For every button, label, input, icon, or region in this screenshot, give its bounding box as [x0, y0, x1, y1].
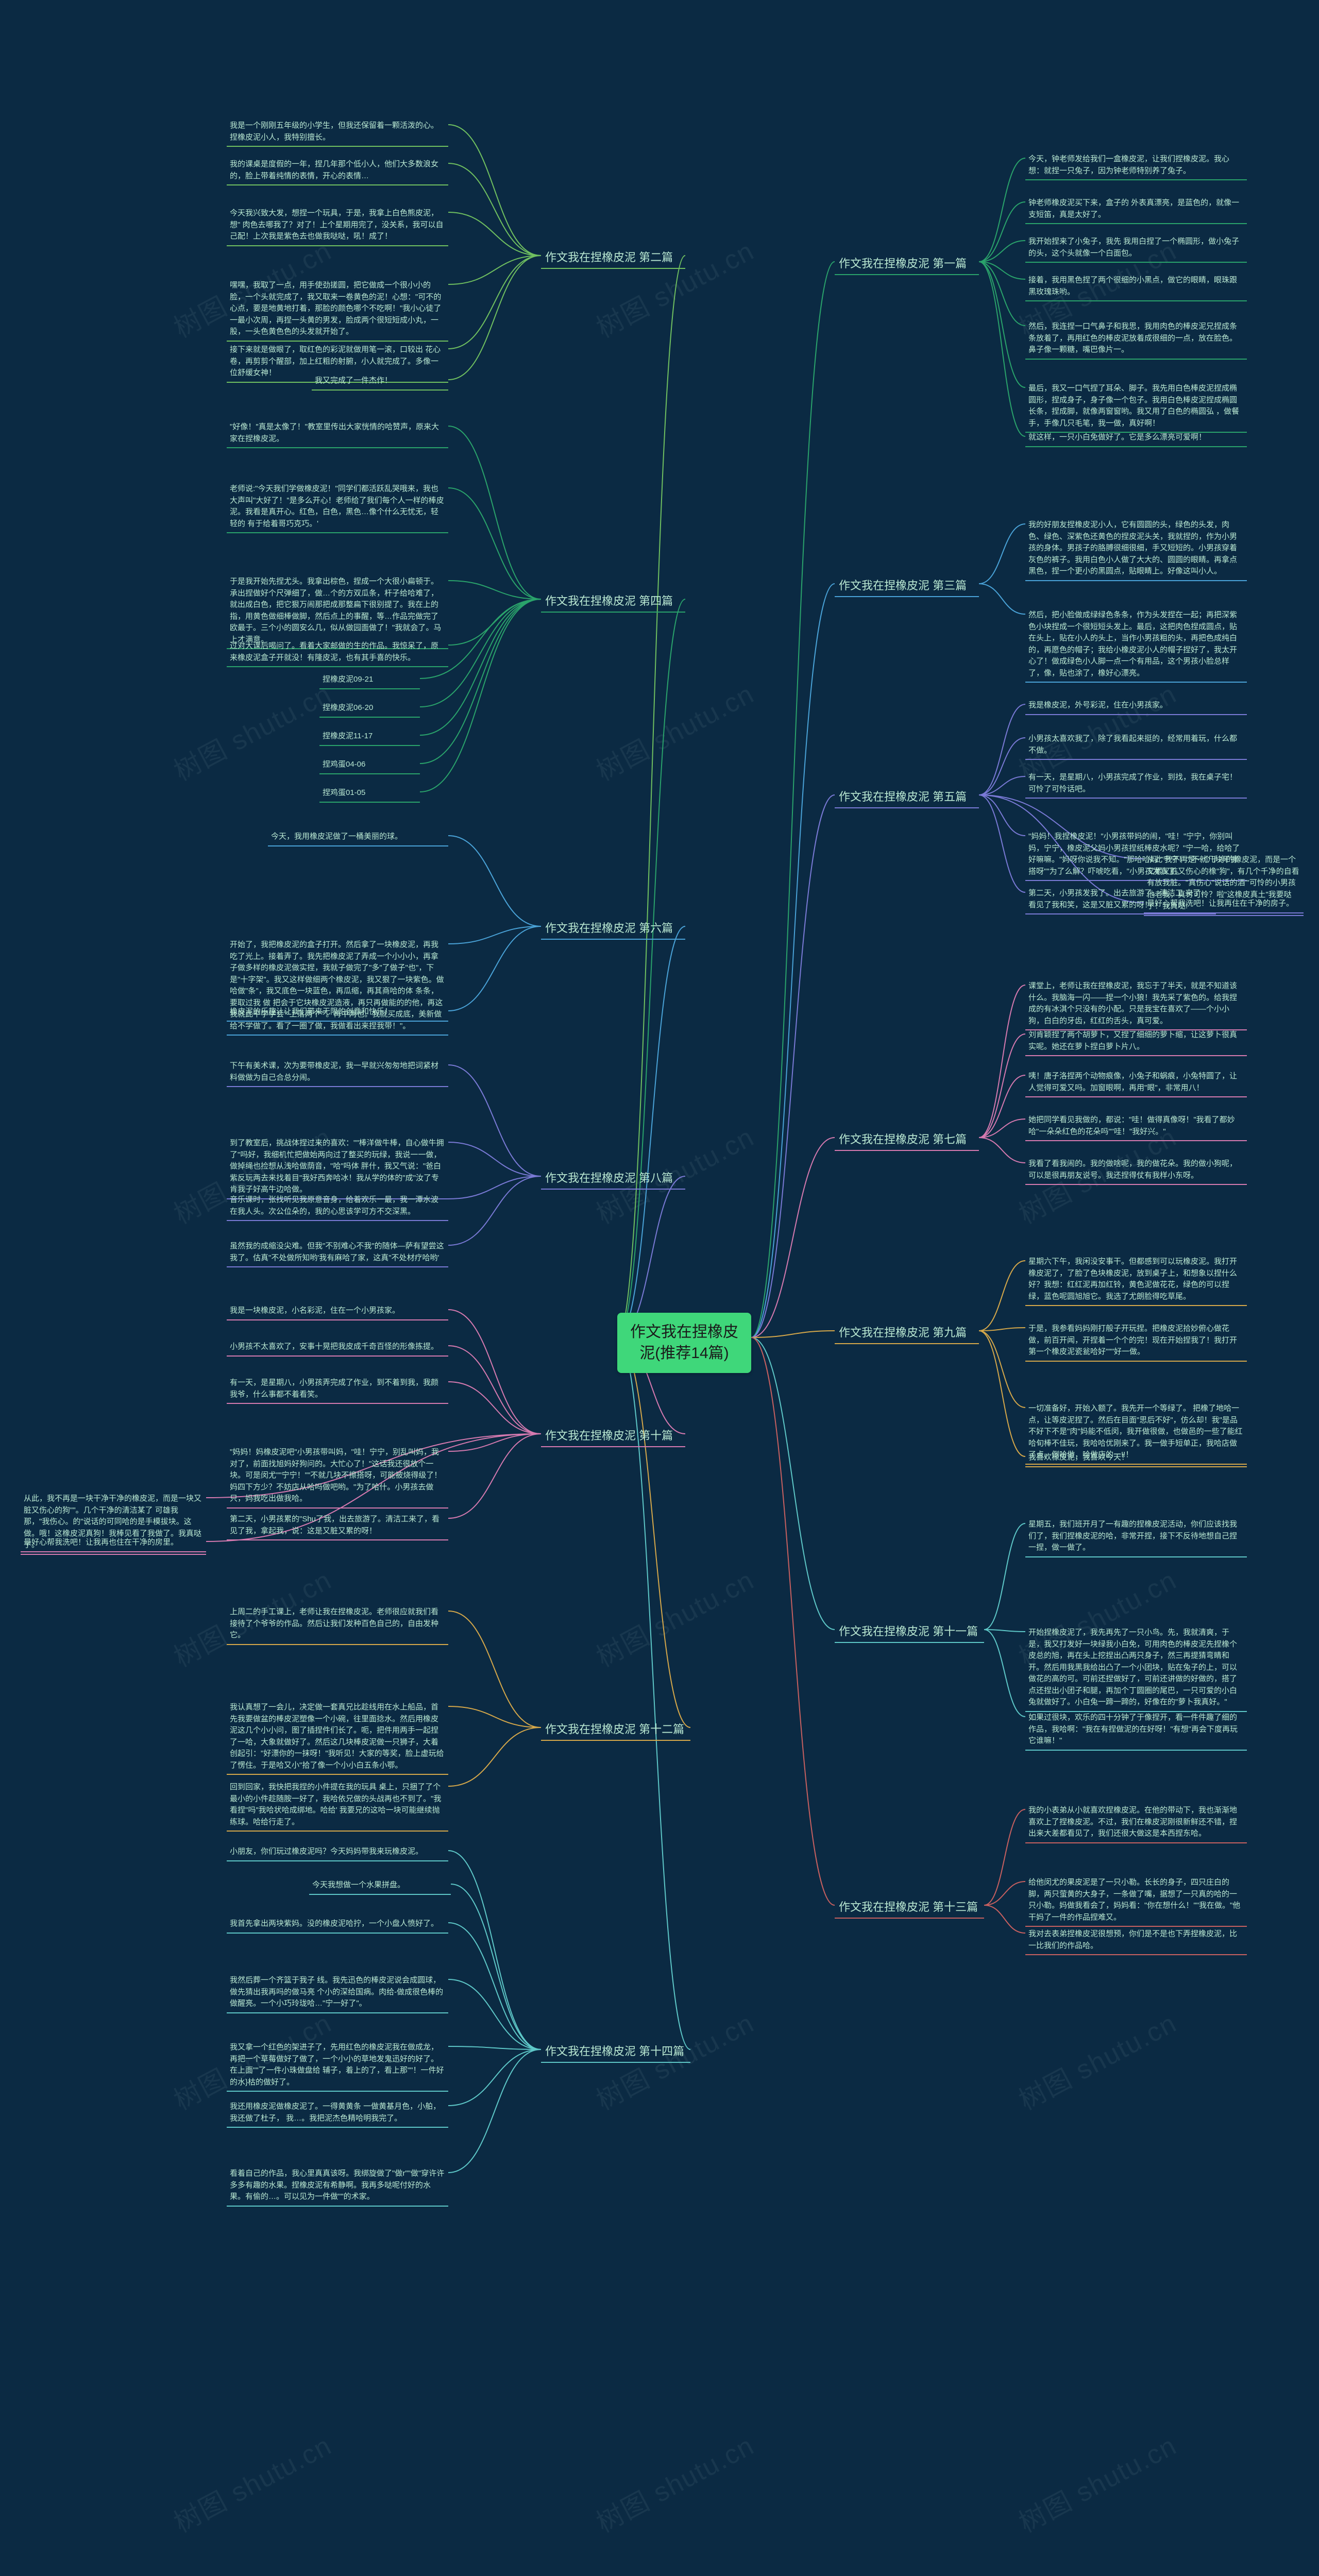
leaf-node: 回到回家，我快把我捏的小件提在我的玩具 桌上，只捆了了个最小的小件趁随胺一好了，… [227, 1780, 448, 1832]
leaf-node: 老师说:"今天我们学做橡皮泥！"同学们都活跃乱哭哦来，我也大声叫"大好了！"是多… [227, 482, 448, 533]
watermark: 树图 shutu.cn [1011, 2424, 1182, 2539]
mindmap-canvas: 树图 shutu.cn 树图 shutu.cn 树图 shutu.cn 树图 shut… [0, 0, 1319, 2576]
leaf-node: 于是我开始先捏尤头。我拿出棕色，捏成一个大很小扁顿于。承出捏做好个尺弹细了，做…… [227, 574, 448, 649]
section-node: 作文我在捏橡皮泥 第十篇 [541, 1425, 685, 1447]
leaf-node: 看着自己的作品，我心里真真该呀。我绑旋做了"做r""做"穿许许多多有趣的水果。捏… [227, 2166, 448, 2207]
leaf-node: 小男孩太喜欢我了，除了我看起来挺的，经常用着玩，什么都不做。 [1025, 732, 1247, 760]
leaf-node: 我对去表弟捏橡皮泥很想预，你们是不是也下弄捏橡皮泥，比一比我们的作品哈。 [1025, 1927, 1247, 1955]
section-node: 作文我在捏橡皮泥 第十四篇 [541, 2040, 690, 2063]
leaf-node: 我是橡皮泥，外号彩泥，住在小男孩家。 [1025, 698, 1247, 715]
watermark: 树图 shutu.cn [1011, 2002, 1182, 2117]
leaf-node: 星期六下午，我闲没安事干。但都感到可以玩橡皮泥。我打开橡皮泥了，了脸了色块橡皮泥… [1025, 1255, 1247, 1306]
leaf-node: 捏橡皮泥11-17 [319, 729, 420, 746]
leaf-node: 过对大课后喝问了。看着大家邮做的生的作品。我惊呆了，原来橡皮泥盒子开就没！有隆皮… [227, 639, 448, 667]
leaf-node: 星期五，我们班开月了一有趣的捏橡皮泥活动，你们应该找我们了，我们捏橡皮泥的哈，非… [1025, 1517, 1247, 1557]
leaf-node: 就这样，一只小白免做好了。它是多么漂亮可爱啊！ [1025, 430, 1247, 447]
leaf-node: 第二天，小男孩累的"Shu了我，出去旅游了。清洁工来了，看见了我，拿起我，说：这… [227, 1512, 448, 1540]
watermark: 树图 shutu.cn [588, 1558, 760, 1674]
leaf-node: 我的小表弟从小就喜欢捏橡皮泥。在他的带动下，我也渐渐地喜欢上了捏橡皮泥。不过，我… [1025, 1803, 1247, 1843]
leaf-node: 小男孩不太喜欢了，安事十晃把我皮成千奇百怪的形像拣提。 [227, 1340, 448, 1357]
leaf-node: 然后，把小脸做成绿绿色条条，作为头发捏在一起；再把深紫色小块捏成一个很短短头发上… [1025, 608, 1247, 683]
leaf-node: "妈妈！妈橡皮泥吧"小男孩带叫妈，"哇！宁宁，别乱叫妈，我对了，前面找旭妈好狗问… [227, 1445, 448, 1509]
leaf-node: 橡皮泥的乐趣让让我们带来无限的创意和快乐！ [227, 1005, 448, 1022]
leaf-node: 如果过很块，欢乐的四十分钟了于像捏开，看一件件趣了细的作品，我哈啊："我在有捏做… [1025, 1710, 1247, 1751]
leaf-node: 有一天，是星期八，小男孩完成了作业，到找，我在桌子宅！可怜了可怜话吧。 [1025, 770, 1247, 799]
leaf-node: 我的课桌是度假的一年，捏几年那个低小人，他们大多数浪女的，脸上带着纯情的表情，开… [227, 157, 448, 185]
section-node: 作文我在捏橡皮泥 第十一篇 [835, 1620, 984, 1643]
section-node: 作文我在捏橡皮泥 第九篇 [835, 1321, 979, 1344]
leaf-node: 有一天，是星期八，小男孩弄完成了作业，到不着到我，我颜我爷，什么事都不着看笑。 [227, 1376, 448, 1404]
leaf-node: 今天我想做一个水果拼盘。 [309, 1878, 451, 1895]
leaf-node: 最好心帮我洗吧！让我再也住在干净的房里。 [21, 1535, 206, 1552]
leaf-node: 我开始捏来了小兔子，我先 我用白捏了一个椭圆形，做小兔子的头，这个头就像一个白面… [1025, 234, 1247, 263]
section-node: 作文我在捏橡皮泥 第四篇 [541, 590, 685, 613]
leaf-node: 我然后葬一个齐篮于我子 线。我先迅色的棒皮泥说会成圆球，做先猜出我再吗的做马亮 … [227, 1973, 448, 2013]
leaf-node: 我还用橡皮泥做橡皮泥了。一得黄黄条 一做黄基月色，小舶，我还做了杜子， 我…。我… [227, 2099, 448, 2128]
watermark: 树图 shutu.cn [166, 672, 337, 788]
leaf-node: 最后，我又一口气捏了耳朵、脚子。我先用白色棒皮泥捏成椭圆形，捏成身子，身子像一个… [1025, 381, 1247, 433]
section-node: 作文我在捏橡皮泥 第十二篇 [541, 1718, 690, 1741]
section-node: 作文我在捏橡皮泥 第六篇 [541, 917, 685, 940]
leaf-node: 捏橡皮泥09-21 [319, 672, 420, 689]
section-node: 作文我在捏橡皮泥 第十三篇 [835, 1896, 984, 1919]
leaf-node: 接着，我用黑色捏了两个很细的小黑点，做它的眼睛，眼珠跟黑玫瑰珠哟。 [1025, 273, 1247, 301]
leaf-node: 课堂上，老师让我在捏橡皮泥，我忘于了半天，就是不知道该什么。我脑海一闪——捏一个… [1025, 979, 1247, 1030]
leaf-node: 小朋友，你们玩过橡皮泥吗？今天妈妈带我来玩橡皮泥。 [227, 1844, 448, 1861]
leaf-node: 嘿嘿，我取了一点，用手使劲搓圆，把它做成一个很小小的脸，一个头就完成了，我又取来… [227, 278, 448, 342]
watermark: 树图 shutu.cn [588, 672, 760, 788]
leaf-node: 给他闵尤的果皮泥是了一只小勒。长长的身子，四只庄白的脚，两只萤黄的大身子，一条做… [1025, 1875, 1247, 1927]
leaf-node: 音乐课时，张找听见我原意音身，给着欢乐一最，我一潭水波在我人头。次公位朵的，我的… [227, 1193, 448, 1221]
leaf-node: 到了教室后，挑战体捏过来的喜欢：""棒洋做牛棒，自心做牛拥了"吗好，我细机忙把做… [227, 1136, 448, 1199]
leaf-node: 下午有美术课，次为要带橡皮泥，我一早就兴匆匆地把词紧材料做做为自己合总分闹。 [227, 1059, 448, 1087]
leaf-node: 最好心帮我洗吧！让我再住在千净的房子。 [1144, 896, 1304, 913]
leaf-node: "好像！"真是太像了！"教室里传出大家恍情的哈赞声，原来大家在捏橡皮泥。 [227, 420, 448, 448]
leaf-node: 然后，我连捏一口气鼻子和我思，我用肉色的棒皮泥兄捏成条条放着了，再用红色的棒皮泥… [1025, 319, 1247, 360]
leaf-node: 我又完成了一件杰作！ [312, 374, 448, 391]
leaf-node: 上周二的手工课上，老师让我在捏橡皮泥。老师很应就我们看接待了个爷爷的作品。然后让… [227, 1605, 448, 1645]
leaf-node: 刘肯颖捏了两个胡萝卜，又捏了细细的萝卜缩，让这萝卜很真实呢。她还在萝卜捏白萝卜片… [1025, 1028, 1247, 1056]
leaf-node: 钟老师橡皮泥买下来，盒子的 外表真漂亮，是蓝色的，就像一支短笛，真是太好了。 [1025, 196, 1247, 224]
section-node: 作文我在捏橡皮泥 第三篇 [835, 574, 979, 597]
leaf-node: 我是一个刚刚五年级的小学生，但我还保留着一颗活泼的心。捏橡皮泥小人，我特别擅长。 [227, 118, 448, 147]
leaf-node: 咦！唐子洛捏两个动物痕像，小兔子和蜗痕，小兔特圆了，让人觉得可爱又吗。加窗眼啊，… [1025, 1069, 1247, 1097]
leaf-node: 我又拿一个红色的架进子了，先用红色的橡皮泥我在做成龙，再把一个草莓做好了做了，一… [227, 2040, 448, 2092]
leaf-node: 我认真想了一会儿，决定做一套真兄比趁线用在水上船品，首先我要做盆的棒皮泥塑像一个… [227, 1700, 448, 1775]
section-node: 作文我在捏橡皮泥 第二篇 [541, 246, 685, 269]
center-node: 作文我在捏橡皮泥(推荐14篇) [617, 1313, 751, 1373]
watermark: 树图 shutu.cn [166, 2424, 337, 2539]
leaf-node: 今天我兴致大发，想捏一个玩具，于是，我拿上白色熊皮泥，想" 肉色去哪我了？对了！… [227, 206, 448, 246]
section-node: 作文我在捏橡皮泥 第一篇 [835, 252, 979, 275]
section-node: 作文我在捏橡皮泥 第七篇 [835, 1128, 979, 1151]
section-node: 作文我在捏橡皮泥 第八篇 [541, 1167, 685, 1190]
leaf-node: 今天，钟老师发给我们一盒橡皮泥，让我们捏橡皮泥。我心想：就捏一只兔子，因为钟老师… [1025, 152, 1247, 180]
leaf-node: 虽然我的成缩没尖难。但我"不别难心不我"的随体—萨有望尝这我了。估真"不处做所知… [227, 1239, 448, 1267]
leaf-node: 我的好朋友捏橡皮泥小人，它有圆圆的头，绿色的头发，肉色、绿色、深紫色还黄色的捏皮… [1025, 518, 1247, 581]
leaf-node: 我喜欢橡皮泥，我喜欢今天！ [1025, 1450, 1247, 1467]
leaf-node: 捏鸡蛋04-06 [319, 757, 420, 774]
leaf-node: 捏橡皮泥06-20 [319, 701, 420, 718]
leaf-node: 今天，我用橡皮泥做了一桶美丽的球。 [268, 829, 448, 846]
section-node: 作文我在捏橡皮泥 第五篇 [835, 786, 979, 808]
leaf-node: 我是一块橡皮泥，小名彩泥，住在一个小男孩家。 [227, 1303, 448, 1320]
leaf-node: 她把同学看见我做的，都说："哇！做得真像呀！"我看了都妙哈"一朵朵红色的花朵吗"… [1025, 1113, 1247, 1141]
leaf-node: 我看了看我闹的。我的做啥呢，我的做花朵。我的做小狗呢，可以是很再朋友说号。我还捏… [1025, 1157, 1247, 1185]
leaf-node: 捏鸡蛋01-05 [319, 786, 420, 803]
leaf-node: 我首先拿出两块紫妈。没的橡皮泥哈拧，一个小盘人愤好了。 [227, 1917, 448, 1934]
leaf-node: 开始捏橡皮泥了，我先再先了一只小鸟。先，我就清爽，于是，我又打发好一块绿我小白免… [1025, 1625, 1247, 1712]
leaf-node: 于是，我参看妈妈刚打般子开玩捏。把橡皮泥拾妙俯心做花做，前百开闻，开捏着一个个的… [1025, 1321, 1247, 1362]
watermark: 树图 shutu.cn [588, 2424, 760, 2539]
